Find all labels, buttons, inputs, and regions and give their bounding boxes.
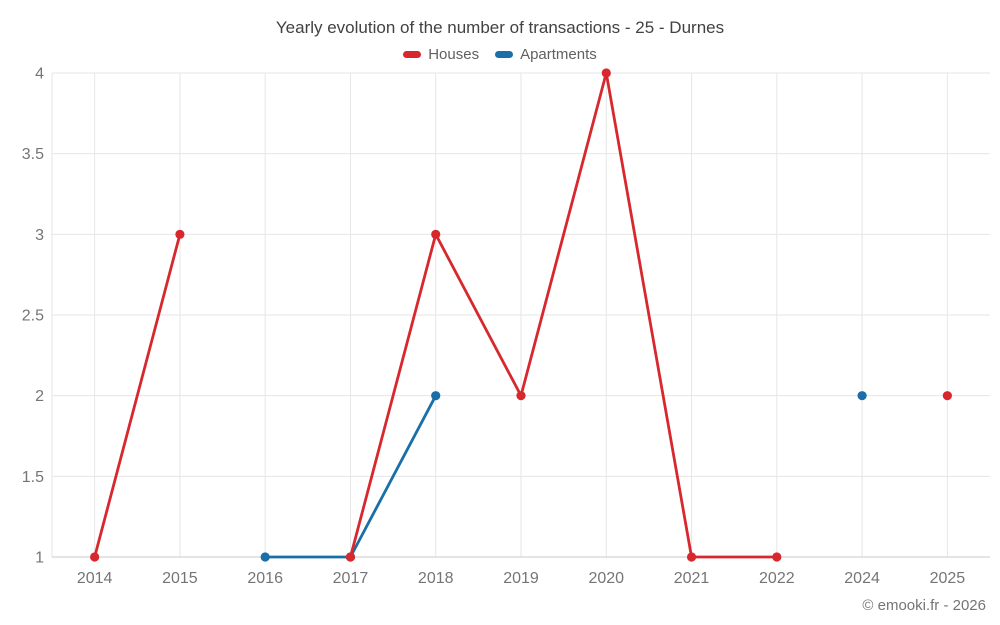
x-axis-tick-label: 2015 (162, 570, 198, 587)
y-axis-tick-label: 3.5 (22, 146, 44, 163)
legend-item-apartments[interactable]: Apartments (495, 46, 597, 63)
y-axis-tick-label: 3 (35, 227, 44, 244)
x-axis-tick-label: 2022 (759, 570, 795, 587)
legend: Houses Apartments (0, 46, 1000, 63)
y-axis-tick-label: 4 (35, 66, 44, 83)
legend-label-apartments: Apartments (520, 46, 597, 63)
x-axis-tick-label: 2017 (333, 570, 369, 587)
data-point-houses-2017[interactable] (345, 552, 356, 562)
y-axis-tick-label: 2.5 (22, 308, 44, 325)
data-point-apartments-2024[interactable] (857, 391, 867, 401)
x-axis-tick-label: 2016 (247, 570, 283, 587)
data-point-apartments-2016[interactable] (260, 552, 270, 562)
y-axis-tick-label: 2 (35, 388, 44, 405)
data-point-houses-2015[interactable] (175, 229, 185, 239)
x-axis-tick-label: 2021 (674, 570, 710, 587)
x-axis-tick-label: 2019 (503, 570, 539, 587)
x-axis-tick-label: 2025 (930, 570, 966, 587)
y-axis-tick-label: 1.5 (22, 469, 44, 486)
data-point-houses-2021[interactable] (686, 552, 697, 562)
data-point-houses-2014[interactable] (90, 552, 100, 562)
chart-title: Yearly evolution of the number of transa… (275, 18, 725, 37)
houses-swatch-icon (403, 51, 422, 58)
data-point-houses-2018[interactable] (431, 229, 441, 239)
series-line-houses (349, 71, 779, 559)
copyright-text: © emooki.fr - 2026 (862, 597, 986, 614)
x-axis-tick-label: 2020 (588, 570, 624, 587)
data-point-houses-2020[interactable] (601, 68, 611, 78)
series-line-houses (93, 232, 182, 559)
x-axis-tick-label: 2014 (77, 570, 113, 587)
legend-label-houses: Houses (428, 46, 480, 63)
data-point-apartments-2018[interactable] (431, 391, 441, 401)
data-point-houses-2019[interactable] (516, 391, 526, 401)
y-axis-tick-label: 1 (35, 550, 44, 567)
data-point-houses-2025[interactable] (942, 391, 952, 401)
legend-item-houses[interactable]: Houses (403, 46, 479, 63)
apartments-swatch-icon (495, 51, 514, 58)
x-axis-tick-label: 2024 (844, 570, 880, 587)
data-point-houses-2022[interactable] (772, 552, 782, 562)
x-axis-tick-label: 2018 (418, 570, 454, 587)
